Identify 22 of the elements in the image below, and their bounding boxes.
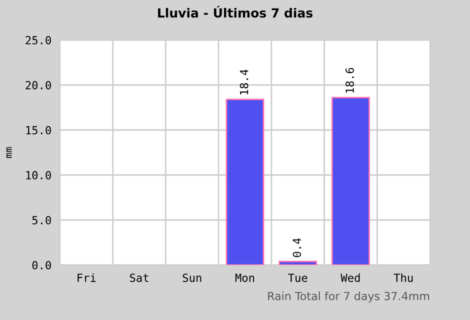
- data-label: 0.4: [292, 238, 302, 258]
- data-label: 18.4: [240, 70, 248, 94]
- y-tick-label: 20.0: [26, 81, 51, 90]
- x-tick-label: Sat: [130, 274, 148, 282]
- data-label: 18.6: [346, 68, 354, 93]
- x-tick-label: Thu: [394, 273, 413, 282]
- y-tick-label: 15.0: [26, 126, 51, 134]
- x-tick-label: Sun: [182, 274, 202, 282]
- x-tick-label: Mon: [235, 274, 254, 282]
- y-tick-label: 0.0: [32, 261, 51, 270]
- y-axis-title: mm: [6, 147, 12, 158]
- bar: [226, 98, 264, 265]
- x-tick-label: Fri: [78, 273, 96, 282]
- bar: [278, 260, 318, 265]
- y-tick-label: 5.0: [32, 216, 51, 224]
- bar: [332, 96, 370, 265]
- chart-title: Lluvia - Últimos 7 dias: [158, 6, 312, 18]
- y-tick-label: 25.0: [26, 36, 51, 44]
- y-tick-label: 10.0: [26, 171, 51, 180]
- x-tick-label: Wed: [340, 273, 360, 282]
- x-tick-label: Tue: [288, 274, 308, 282]
- text: Rain Total for 7 days 37.4mm: [268, 292, 430, 302]
